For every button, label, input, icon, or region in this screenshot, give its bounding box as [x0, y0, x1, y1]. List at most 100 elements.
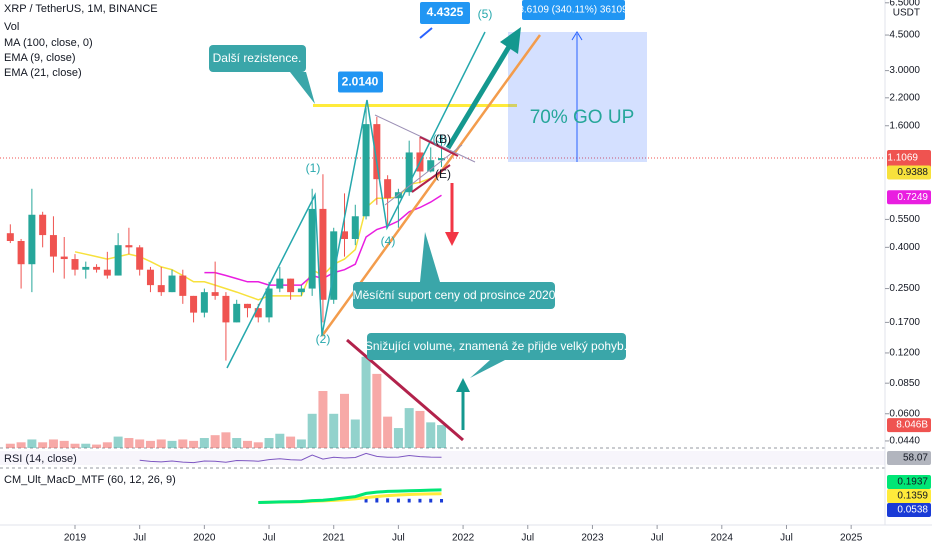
volume-bar [426, 422, 436, 448]
x-tick-label: Jul [133, 533, 146, 544]
volume-bar [135, 439, 145, 448]
volume-bar [221, 432, 231, 448]
candle-body [243, 303, 251, 309]
arrow-head [500, 27, 521, 54]
macd-histogram [386, 498, 390, 503]
candle-body [71, 259, 79, 270]
volume-bar [27, 439, 37, 448]
x-tick-label: 2020 [193, 533, 216, 544]
y-tick-label: 0.2500 [889, 283, 920, 294]
volume-tag-bg [887, 418, 931, 433]
volume-bar [167, 440, 177, 448]
candle-body [200, 292, 208, 313]
volume-bar [242, 440, 252, 448]
volume-bar [253, 442, 263, 448]
x-tick-label: Jul [392, 533, 405, 544]
wave-label: (B) [435, 132, 451, 146]
arrow-head [456, 378, 470, 392]
candle-body [427, 160, 435, 172]
level-label-box [338, 71, 383, 93]
volume-bar [156, 439, 166, 448]
candle-body [222, 295, 230, 323]
y-tick-label: 0.1200 [889, 348, 920, 359]
x-tick-label: 2019 [64, 533, 87, 544]
macd-tag: 0.1359 [897, 491, 928, 502]
candle-body [82, 266, 90, 270]
volume-bar [232, 438, 242, 448]
candle-body [362, 124, 370, 217]
x-tick-label: 2023 [581, 533, 604, 544]
arrow-head [571, 31, 583, 41]
legend-entry: EMA (21, close) [4, 67, 82, 79]
macd-tag-bg [887, 475, 931, 489]
wave-label: (5) [478, 7, 493, 21]
up-arrow [445, 43, 513, 150]
rsi-line [139, 452, 442, 464]
wave-label: (4) [381, 234, 396, 248]
plot: 2.0140 [0, 71, 885, 448]
candle-body [190, 295, 198, 313]
ema-tag-bg [887, 190, 931, 205]
candle-body [17, 240, 25, 265]
candle-body [254, 308, 262, 318]
callout-text: Snižující volume, znamená že přijde velk… [365, 339, 627, 353]
wedge-line [419, 136, 459, 157]
macd-histogram [407, 498, 411, 503]
x-tick-label: Jul [780, 533, 793, 544]
label-text: 4.4325 [427, 5, 464, 19]
candle-body [330, 231, 338, 300]
y-tick-label: 0.0600 [889, 408, 920, 419]
y-tick-label: 0.0440 [889, 436, 920, 447]
y-tick-label: 0.0850 [889, 378, 920, 389]
volume-bar [92, 444, 102, 448]
volume-bar [361, 356, 371, 448]
volume-bar [307, 413, 317, 448]
candle-body [319, 208, 327, 300]
macd-histogram [418, 498, 422, 503]
candle-body [308, 208, 316, 289]
volume-bar [415, 410, 425, 448]
callout-pointer [290, 72, 315, 104]
macd-tag-bg [887, 489, 931, 503]
y-tick-label: 1.6000 [889, 120, 920, 131]
callout-pointer [470, 360, 505, 378]
candle-body [6, 233, 14, 241]
volume-bar [383, 416, 393, 448]
volume-bar [199, 438, 209, 448]
volume-bar [372, 373, 382, 448]
chart-title: XRP / TetherUS, 1M, BINANCE [4, 3, 158, 15]
candle-body [114, 245, 122, 276]
volume-bar [178, 439, 188, 448]
measure-text: 3.6109 (340.11%) 36109 [518, 5, 628, 16]
x-tick-label: Jul [521, 533, 534, 544]
volume-bar [16, 442, 26, 448]
volume-bar [318, 391, 328, 448]
callout [353, 282, 555, 309]
label-box [420, 2, 470, 24]
candle-body [287, 278, 295, 293]
callout-text: Další rezistence. [213, 51, 302, 65]
legend-entry: EMA (9, close) [4, 52, 76, 64]
candle-body [405, 152, 413, 193]
volume-bar [102, 442, 112, 448]
level-label: 2.0140 [342, 75, 379, 89]
volume-bar [296, 439, 306, 448]
volume-bar [393, 428, 403, 448]
candle-body [297, 288, 305, 293]
wave-label: (3) [433, 132, 448, 146]
triangle-line [384, 144, 463, 206]
ema-tag: 0.7249 [897, 192, 928, 203]
macd-histogram [364, 498, 368, 503]
macd-histogram [375, 498, 379, 503]
x-tick-label: 2024 [711, 533, 734, 544]
ema-line [74, 171, 442, 301]
candle-body [60, 256, 68, 260]
volume-bar [70, 443, 80, 448]
x-tick-label: Jul [651, 533, 664, 544]
candle-body [49, 235, 57, 257]
candle-body [233, 303, 241, 323]
callout-text: Měsíční suport ceny od prosince 2020 [353, 288, 556, 302]
candle-body [384, 179, 392, 199]
